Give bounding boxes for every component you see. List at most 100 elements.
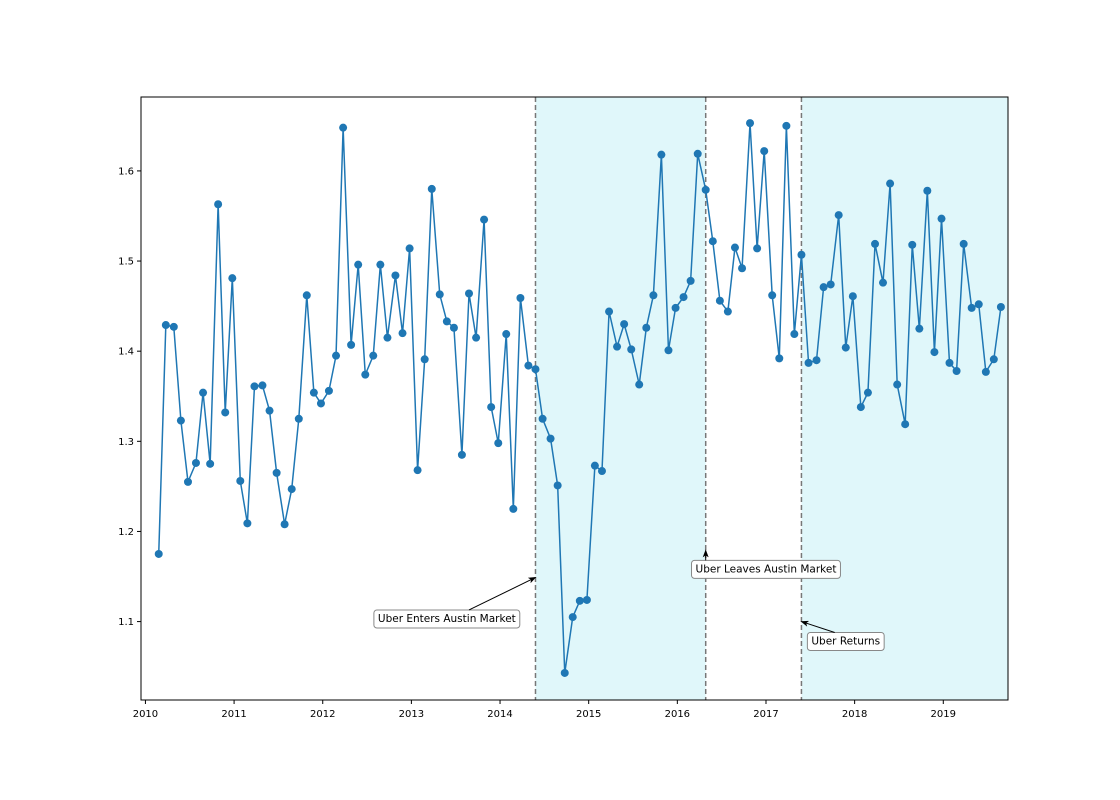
x-tick-label: 2012 — [310, 709, 335, 720]
data-point — [613, 342, 622, 351]
data-point — [465, 289, 474, 298]
annotation-box — [691, 559, 841, 579]
data-point — [472, 333, 481, 342]
data-point — [620, 320, 629, 329]
data-point — [302, 291, 311, 300]
data-point — [723, 307, 732, 316]
data-point — [369, 351, 378, 360]
data-point — [708, 237, 717, 246]
data-point — [191, 458, 200, 467]
data-point — [176, 416, 185, 425]
data-point — [316, 399, 325, 408]
data-point — [183, 477, 192, 486]
data-point — [746, 119, 755, 128]
data-point — [775, 354, 784, 363]
data-point — [657, 150, 666, 159]
data-point — [169, 322, 178, 331]
x-tick-label: 2015 — [576, 709, 601, 720]
data-point — [383, 333, 392, 342]
data-point — [250, 382, 259, 391]
data-point — [294, 414, 303, 423]
annotation-1: Uber Enters Austin Market — [373, 576, 537, 629]
data-point — [480, 215, 489, 224]
annotation-box — [806, 632, 885, 652]
data-point — [161, 321, 170, 330]
data-point — [154, 549, 163, 558]
x-axis: 2010 2011 2012 2013 2014 2015 2016 2017 2018 2019 — [133, 700, 956, 720]
data-point — [339, 123, 348, 132]
data-point — [981, 367, 990, 376]
data-point — [834, 211, 843, 220]
y-axis: 1.1 1.2 1.3 1.4 1.5 1.6 — [118, 166, 141, 628]
data-point — [413, 466, 422, 475]
data-point — [627, 345, 636, 354]
data-point — [679, 293, 688, 302]
data-point — [671, 303, 680, 312]
data-point — [494, 439, 503, 448]
data-point — [214, 200, 223, 209]
data-point — [502, 330, 511, 339]
x-tick-label: 2017 — [753, 709, 778, 720]
data-point — [701, 185, 710, 194]
data-point — [715, 296, 724, 305]
annotation-2: Uber Leaves Austin Market — [691, 549, 841, 579]
data-point — [280, 520, 289, 529]
data-point — [826, 280, 835, 289]
data-point — [642, 323, 651, 332]
data-point — [841, 343, 850, 352]
data-point — [790, 330, 799, 339]
data-point — [405, 244, 414, 253]
data-point — [915, 324, 924, 333]
y-tick-label: 1.5 — [118, 257, 134, 268]
data-point — [236, 476, 245, 485]
vertical-reference-lines — [534, 97, 803, 700]
annotation-arrow — [800, 620, 835, 633]
data-point — [553, 481, 562, 490]
data-point — [649, 291, 658, 300]
data-point — [420, 355, 429, 364]
data-point — [730, 243, 739, 252]
annotation-text: Uber Enters Austin Market — [378, 613, 516, 625]
data-point — [582, 595, 591, 604]
shaded-regions — [535, 97, 1008, 700]
data-point — [516, 294, 525, 302]
data-point — [391, 271, 400, 280]
data-point — [693, 149, 702, 158]
data-point — [797, 250, 806, 259]
data-point — [768, 291, 777, 300]
data-point — [804, 358, 813, 367]
data-point — [856, 403, 865, 412]
data-point — [945, 358, 954, 367]
x-tick-label: 2019 — [931, 709, 956, 720]
data-point — [287, 485, 296, 494]
annotations: Uber Enters Austin Market Uber Leaves Aus… — [373, 549, 885, 652]
data-point — [967, 303, 976, 312]
data-point — [487, 403, 496, 412]
data-point — [449, 323, 458, 332]
x-tick-label: 2013 — [399, 709, 424, 720]
data-point — [597, 467, 606, 476]
data-point — [546, 434, 555, 443]
y-tick-label: 1.6 — [118, 166, 134, 177]
data-point — [974, 300, 983, 309]
data-point — [524, 361, 533, 370]
data-point — [959, 239, 968, 248]
data-point — [782, 121, 791, 130]
data-point — [332, 351, 341, 360]
data-point — [309, 388, 318, 397]
data-point — [560, 668, 569, 677]
data-point — [568, 613, 577, 622]
y-tick-label: 1.3 — [118, 437, 134, 448]
data-point — [265, 406, 274, 415]
data-point — [354, 260, 363, 269]
annotation-3: Uber Returns — [800, 620, 885, 652]
data-point — [272, 468, 281, 477]
data-point — [376, 260, 385, 269]
plot-frame — [140, 96, 1009, 701]
annotation-box — [373, 609, 521, 629]
data-point — [760, 147, 769, 156]
data-point — [509, 504, 518, 513]
data-point — [531, 365, 540, 374]
data-point — [199, 388, 208, 397]
